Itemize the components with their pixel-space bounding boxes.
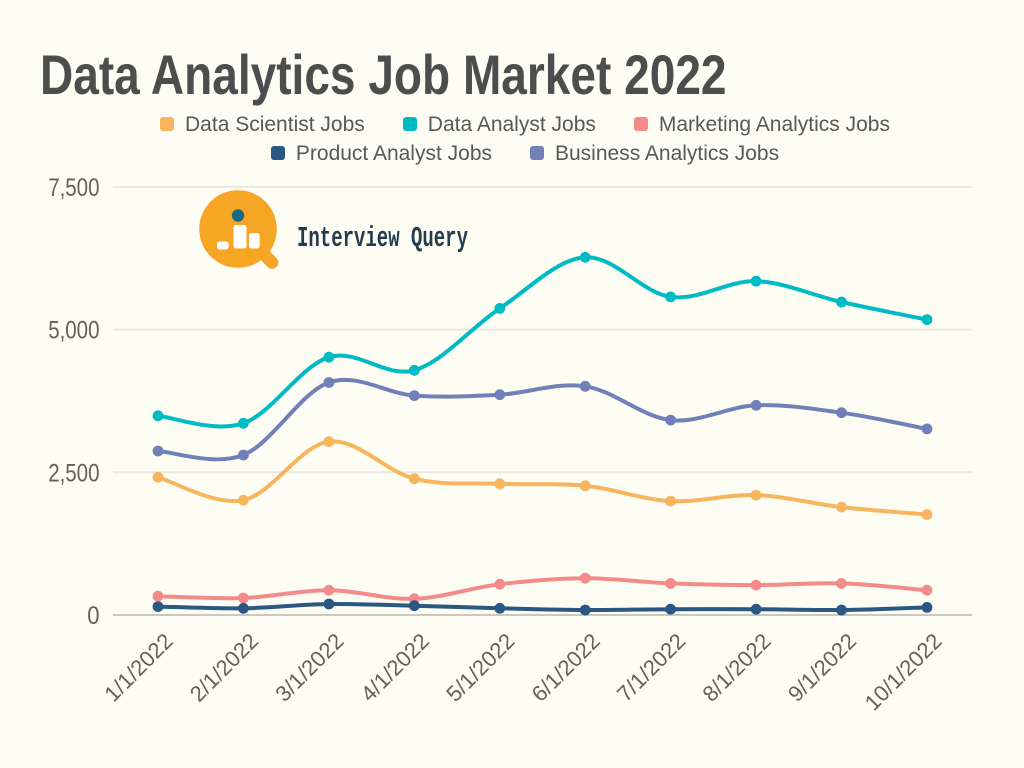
svg-text:7,500: 7,500 <box>48 174 99 202</box>
svg-text:8/1/2022: 8/1/2022 <box>698 628 776 706</box>
svg-text:6/1/2022: 6/1/2022 <box>527 628 605 706</box>
svg-text:2/1/2022: 2/1/2022 <box>185 628 263 706</box>
svg-text:2,500: 2,500 <box>48 459 99 487</box>
svg-text:7/1/2022: 7/1/2022 <box>612 628 690 706</box>
svg-text:4/1/2022: 4/1/2022 <box>356 628 434 706</box>
svg-text:0: 0 <box>87 602 99 630</box>
svg-text:3/1/2022: 3/1/2022 <box>270 628 348 706</box>
svg-text:5,000: 5,000 <box>48 317 99 345</box>
svg-text:1/1/2022: 1/1/2022 <box>99 628 177 706</box>
svg-text:5/1/2022: 5/1/2022 <box>441 628 519 706</box>
svg-text:10/1/2022: 10/1/2022 <box>860 628 947 715</box>
svg-text:9/1/2022: 9/1/2022 <box>783 628 861 706</box>
